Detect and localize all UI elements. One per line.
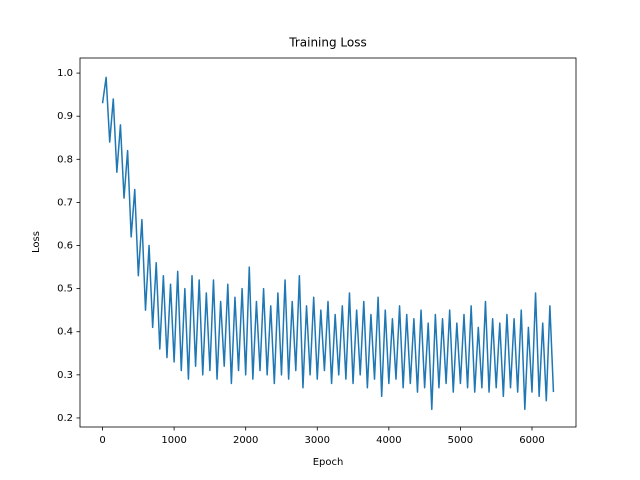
- y-tick-label: 0.5: [57, 284, 73, 295]
- x-tick-label: 6000: [519, 435, 544, 446]
- y-tick-label: 0.3: [57, 370, 73, 381]
- plot-frame: [79, 57, 577, 428]
- y-tick-label: 0.9: [57, 111, 73, 122]
- x-tick-label: 3000: [305, 435, 330, 446]
- x-tick-label: 1000: [161, 435, 186, 446]
- chart-title: Training Loss: [288, 36, 366, 50]
- x-tick-label: 5000: [448, 435, 473, 446]
- y-tick-label: 1.0: [57, 68, 73, 79]
- y-tick-label: 0.6: [57, 241, 73, 252]
- y-tick-label: 0.8: [57, 154, 73, 165]
- y-tick-label: 0.7: [57, 197, 73, 208]
- x-axis-label: Epoch: [313, 457, 344, 468]
- x-tick-label: 2000: [233, 435, 258, 446]
- y-tick-label: 0.4: [57, 327, 73, 338]
- x-tick-label: 4000: [376, 435, 401, 446]
- y-axis-label: Loss: [31, 231, 42, 253]
- loss-line: [101, 76, 555, 411]
- x-tick-label: 0: [99, 435, 105, 446]
- y-tick-label: 0.2: [57, 413, 73, 424]
